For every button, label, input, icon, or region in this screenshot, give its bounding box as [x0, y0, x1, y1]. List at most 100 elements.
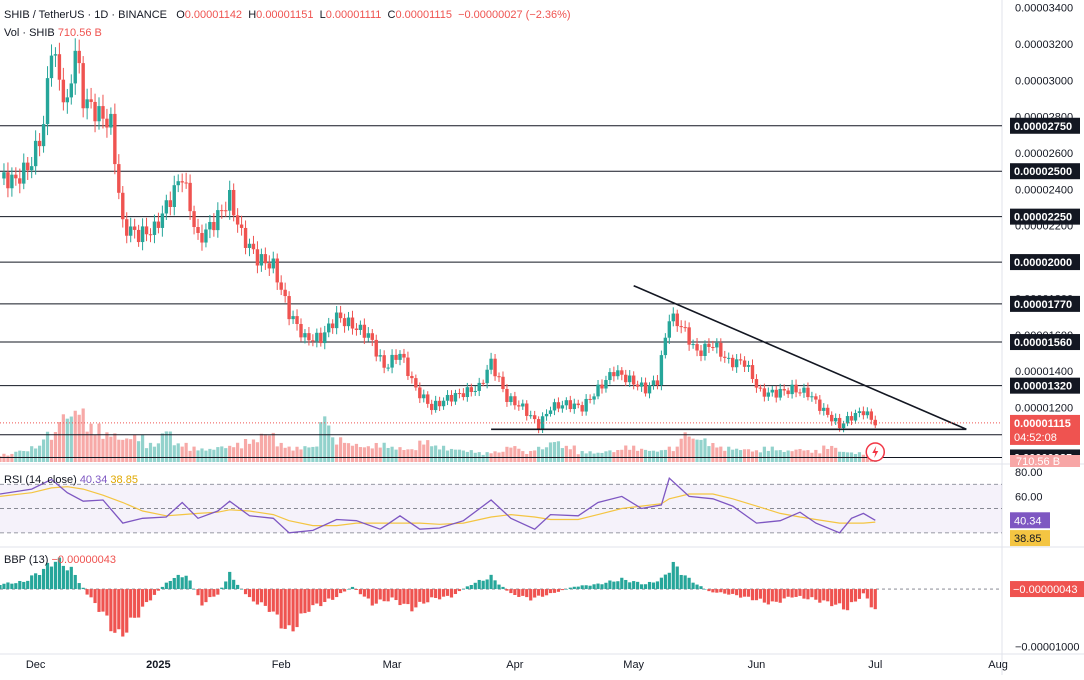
candle-body — [132, 226, 137, 230]
bbp-bar — [600, 584, 604, 590]
bbp-bar — [144, 589, 149, 603]
rsi-axis-tick: 80.00 — [1015, 467, 1043, 479]
volume-bar — [798, 448, 802, 462]
volume-bar — [481, 454, 485, 462]
bbp-bar — [168, 580, 172, 590]
bbp-bar — [267, 589, 271, 612]
bbp-bar — [2, 583, 6, 590]
candle-body — [65, 97, 70, 103]
volume-bar — [188, 450, 192, 462]
bbp-bar — [354, 589, 359, 590]
symbol-label[interactable]: SHIB / TetherUS · 1D · BINANCE — [4, 9, 168, 21]
level-label: 0.00001320 — [1014, 381, 1072, 393]
bbp-bar — [624, 579, 628, 590]
bbp-label[interactable]: BBP (13) — [4, 554, 49, 566]
volume-bar — [335, 444, 339, 462]
bbp-bar — [548, 589, 553, 594]
volume-bar — [438, 449, 442, 462]
candle-body — [247, 243, 252, 248]
price-axis-tick: 0.00003000 — [1015, 75, 1073, 87]
volume-bar — [200, 448, 204, 462]
candle-body — [501, 376, 505, 389]
bbp-bar — [41, 568, 46, 590]
bbp-bar — [457, 589, 462, 592]
bbp-bar — [838, 589, 842, 604]
bbp-bar — [394, 589, 398, 601]
volume-bar — [362, 447, 366, 462]
volume-bar — [208, 448, 212, 462]
bbp-bar — [521, 589, 525, 596]
rsi-ma-line — [0, 486, 876, 527]
rsi-legend: RSI (14, close) 40.34 38.85 — [4, 474, 138, 486]
candle-body — [762, 388, 767, 397]
volume-bar — [509, 447, 513, 462]
candle-body — [643, 382, 648, 394]
candle-body — [85, 99, 89, 109]
candle-body — [509, 396, 513, 402]
bbp-bar — [861, 589, 865, 594]
bbp-bar — [315, 589, 319, 604]
bbp-bar — [604, 582, 608, 590]
volume-bar — [101, 438, 105, 462]
bbp-bar — [378, 589, 382, 600]
bbp-bar — [69, 566, 73, 590]
bbp-bar — [639, 584, 644, 590]
bbp-bar — [505, 589, 509, 591]
bolt-icon[interactable] — [865, 442, 886, 462]
candle-body — [6, 172, 10, 189]
bbp-bar — [746, 589, 751, 597]
bbp-bar — [687, 577, 691, 590]
bbp-bar — [152, 589, 157, 595]
candle-body — [216, 210, 220, 231]
volume-bar — [374, 442, 378, 462]
candle-body — [196, 227, 200, 233]
candle-body — [346, 317, 351, 327]
candle-body — [525, 403, 529, 416]
bbp-bar — [782, 589, 786, 599]
candle-body — [69, 83, 73, 98]
volume-bar — [105, 432, 109, 462]
volume-bar — [299, 449, 303, 462]
volume-bar — [121, 439, 125, 462]
bbp-bar — [366, 589, 370, 599]
volume-bar — [319, 422, 323, 462]
candle-body — [422, 394, 426, 399]
candle-body — [683, 327, 687, 329]
candle-body — [212, 221, 216, 231]
volume-bar — [0, 456, 2, 462]
candle-body — [845, 416, 850, 424]
candle-body — [786, 390, 790, 395]
volume-bar — [184, 442, 188, 462]
rsi-legend-value: 40.34 — [79, 474, 108, 486]
candle-body — [489, 358, 493, 370]
rsi-label[interactable]: RSI (14, close) — [4, 474, 77, 486]
bbp-bar — [485, 579, 489, 590]
volume-bar — [663, 449, 667, 462]
volume-bar — [73, 410, 77, 462]
volume-bar — [414, 450, 418, 462]
rsi-axis-tick: 60.00 — [1015, 491, 1043, 503]
level-label: 0.00002000 — [1014, 257, 1072, 269]
bbp-bar — [758, 589, 763, 599]
candle-body — [350, 317, 355, 329]
candle-body — [873, 419, 877, 426]
volume-label[interactable]: Vol · SHIB — [4, 27, 55, 39]
candle-body — [200, 232, 204, 243]
bbp-bar — [473, 582, 477, 590]
volume-bar — [45, 431, 50, 462]
bbp-tag — [1010, 581, 1084, 598]
volume-bar — [113, 433, 117, 462]
volume-bar — [85, 431, 89, 462]
volume-bar — [164, 431, 168, 462]
volume-bar — [287, 446, 291, 462]
volume-bar — [263, 434, 267, 462]
level-label: 0.00002500 — [1014, 166, 1072, 178]
rsi-tag-label: 40.34 — [1014, 515, 1042, 527]
candle-body — [311, 340, 315, 342]
candle-body — [651, 380, 656, 386]
candle-body — [180, 181, 184, 183]
volume-bar — [711, 443, 715, 462]
candle-body — [49, 55, 54, 79]
